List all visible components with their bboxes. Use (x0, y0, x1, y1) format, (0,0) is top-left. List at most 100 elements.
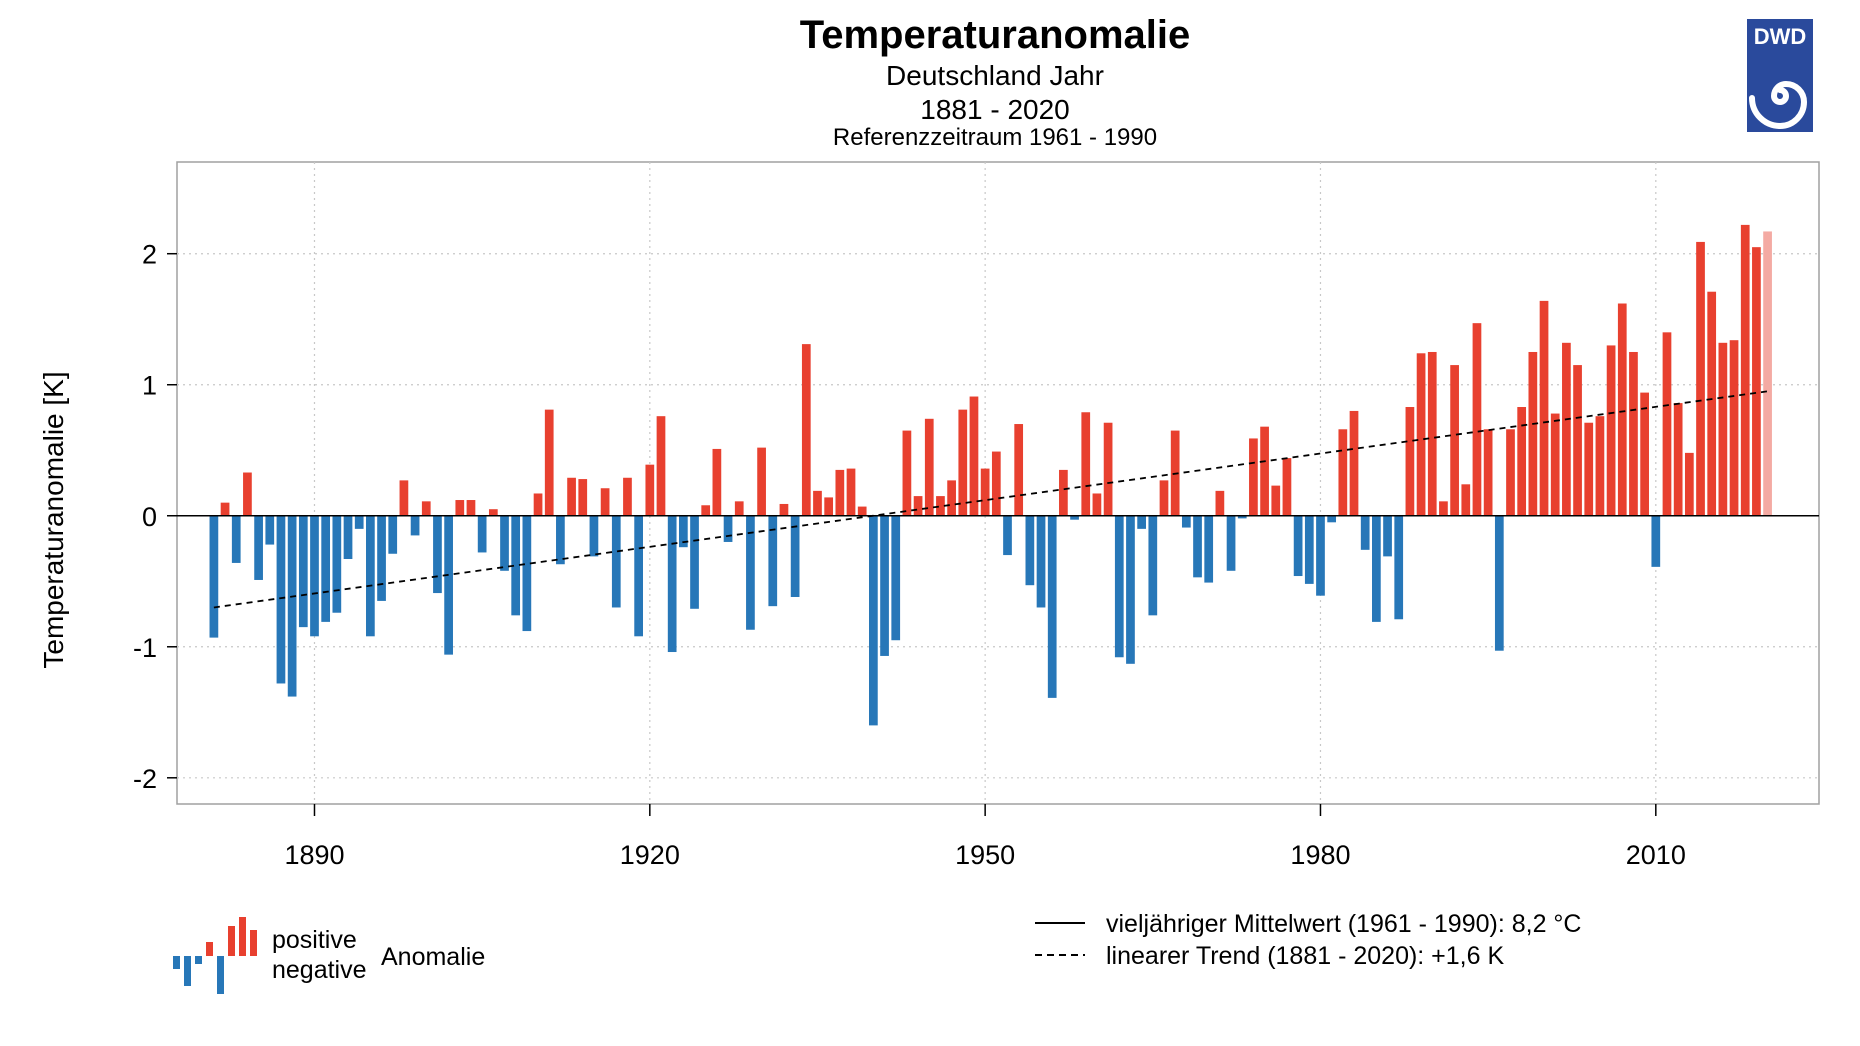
bar-1895 (366, 515, 375, 637)
x-tick-label: 1950 (955, 840, 1015, 870)
bar-1891 (321, 515, 331, 622)
bar-1999 (1528, 351, 1538, 516)
bar-2005 (1595, 416, 1605, 516)
bar-1985 (1372, 515, 1381, 622)
bar-1907 (500, 515, 509, 571)
bar-1944 (913, 496, 923, 516)
bar-1932 (779, 503, 789, 516)
bar-1957 (1059, 469, 1068, 516)
bar-1950 (980, 468, 990, 516)
bar-1901 (433, 515, 442, 594)
bar-1989 (1416, 353, 1426, 516)
bar-2010 (1651, 515, 1661, 567)
bar-2020 (1763, 231, 1772, 516)
x-ticks: 1890 1920 1950 1980 2010 (284, 804, 1686, 870)
bar-1931 (768, 515, 778, 607)
bar-1980 (1316, 515, 1325, 596)
bar-2004 (1584, 422, 1594, 516)
bar-2014 (1696, 241, 1705, 516)
legend-mean-label: vieljähriger Mittelwert (1961 - 1990): 8… (1106, 910, 1581, 938)
bar-1996 (1494, 515, 1504, 651)
bar-1913 (567, 477, 576, 516)
bar-2015 (1707, 291, 1717, 516)
x-tick-label: 1980 (1290, 840, 1350, 870)
bars (209, 224, 1772, 726)
bar-1963 (1126, 515, 1135, 664)
bar-1946 (936, 496, 945, 516)
bar-1995 (1483, 429, 1493, 516)
trend-line (213, 390, 1768, 609)
bar-1930 (757, 447, 766, 516)
bar-2011 (1662, 332, 1672, 516)
bar-1892 (332, 515, 342, 613)
legend-anomaly-label: Anomalie (381, 943, 485, 971)
bar-1905 (477, 515, 487, 553)
bar-1983 (1349, 410, 1359, 516)
bar-1982 (1338, 429, 1348, 516)
bar-1948 (958, 409, 968, 516)
swirl-icon (1749, 80, 1808, 130)
y-axis-label: Temperaturanomalie [K] (38, 371, 69, 668)
bar-1908 (511, 515, 521, 616)
bar-1968 (1181, 515, 1191, 528)
bar-1912 (556, 515, 565, 565)
chart-title: Temperaturanomalie (800, 13, 1191, 57)
bar-1937 (835, 469, 845, 516)
bar-1976 (1271, 485, 1281, 516)
bar-1958 (1070, 515, 1079, 520)
legend-bar-icon (173, 917, 257, 994)
bar-1965 (1148, 515, 1158, 616)
bar-1988 (1405, 407, 1415, 516)
bar-1885 (254, 515, 263, 580)
bar-1921 (656, 416, 666, 516)
bar-1894 (354, 515, 364, 529)
bar-2016 (1718, 342, 1728, 516)
bar-1883 (231, 515, 241, 563)
bar-2017 (1729, 340, 1739, 516)
chart-reference: Referenzzeitraum 1961 - 1990 (833, 124, 1157, 151)
bar-1978 (1293, 515, 1303, 577)
bar-1955 (1036, 515, 1046, 608)
bar-1910 (533, 493, 543, 516)
bar-1960 (1092, 493, 1102, 516)
bar-1981 (1327, 515, 1337, 523)
bar-1914 (578, 479, 588, 516)
plot-frame (176, 161, 1820, 805)
bar-1919 (634, 515, 643, 637)
bar-1884 (243, 472, 252, 516)
bar-1923 (678, 515, 688, 548)
dwd-logo: DWD (1747, 19, 1813, 132)
bar-1886 (265, 515, 275, 545)
y-tick-label: -1 (133, 633, 157, 663)
x-tick-label: 2010 (1626, 840, 1686, 870)
bar-1964 (1137, 515, 1146, 529)
bar-1899 (410, 515, 420, 536)
bar-1986 (1383, 515, 1392, 557)
bar-1961 (1103, 422, 1113, 516)
bar-1997 (1506, 429, 1515, 516)
bar-1881 (209, 515, 219, 638)
bar-2009 (1640, 392, 1649, 516)
legend-lines: vieljähriger Mittelwert (1961 - 1990): 8… (1035, 910, 1581, 970)
bar-1917 (611, 515, 621, 608)
bar-1969 (1193, 515, 1202, 578)
bar-1939 (857, 506, 867, 516)
y-tick-label: 1 (142, 371, 157, 401)
bar-2018 (1740, 224, 1750, 516)
bar-2000 (1539, 300, 1549, 516)
bar-1992 (1450, 365, 1459, 516)
bar-2007 (1617, 303, 1627, 516)
bar-1890 (310, 515, 319, 637)
bar-1953 (1014, 424, 1024, 516)
bar-1929 (746, 515, 755, 630)
bar-1998 (1517, 407, 1527, 516)
legend-negative-label: negative (272, 956, 367, 984)
legend-positive-label: positive (272, 926, 357, 954)
bar-1915 (589, 515, 599, 557)
bar-1925 (701, 505, 711, 516)
bar-1959 (1081, 412, 1091, 516)
bar-1945 (924, 418, 934, 516)
bar-1991 (1439, 501, 1448, 516)
legend-trend-label: linearer Trend (1881 - 2020): +1,6 K (1106, 942, 1504, 970)
bar-1888 (287, 515, 297, 697)
